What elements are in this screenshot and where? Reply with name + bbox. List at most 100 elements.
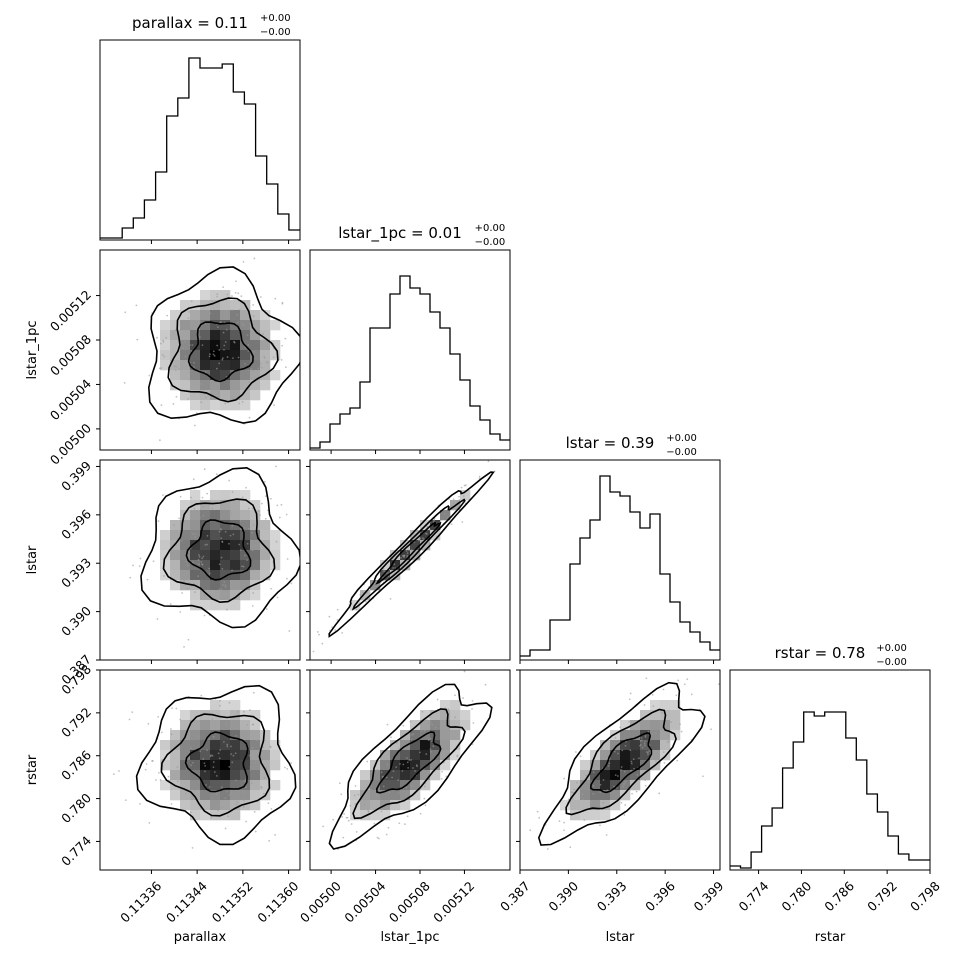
sample-point xyxy=(158,367,161,370)
density-cell xyxy=(190,330,201,341)
density-cell xyxy=(570,790,581,801)
sample-point xyxy=(250,782,253,785)
sample-point xyxy=(224,530,227,533)
density-cell xyxy=(180,320,191,331)
density-cell xyxy=(230,510,241,521)
density-cell xyxy=(180,300,191,311)
sample-point xyxy=(563,829,566,832)
sample-point xyxy=(702,775,704,778)
sample-point xyxy=(251,549,254,552)
sample-point xyxy=(347,819,350,822)
sample-point xyxy=(667,740,670,743)
density-cell xyxy=(240,590,251,601)
sample-point xyxy=(326,593,328,595)
sample-point xyxy=(585,774,588,777)
sample-point xyxy=(237,292,240,295)
density-cell xyxy=(200,500,211,511)
sample-point xyxy=(204,764,207,767)
density-cell xyxy=(160,570,171,581)
sample-point xyxy=(190,369,192,372)
sample-point xyxy=(203,614,206,617)
density-cell xyxy=(180,800,191,811)
sample-point xyxy=(203,468,206,471)
density-cell xyxy=(270,760,281,771)
sample-point xyxy=(624,804,627,806)
density-cell xyxy=(230,540,241,551)
sample-point xyxy=(252,315,255,318)
sample-point xyxy=(252,592,255,594)
sample-point xyxy=(262,746,265,749)
sample-point xyxy=(259,296,262,298)
density-cell xyxy=(630,770,641,781)
sample-point xyxy=(194,533,196,536)
density-cell xyxy=(260,780,271,791)
density-cell xyxy=(170,750,181,761)
sample-point xyxy=(228,542,230,545)
histogram-step xyxy=(520,475,720,657)
sample-point xyxy=(446,516,449,519)
density-cell xyxy=(250,310,261,321)
density-cell xyxy=(350,800,361,811)
density-cell xyxy=(230,780,241,791)
sample-point xyxy=(221,567,224,570)
x-tick-label: 0.00512 xyxy=(430,878,477,925)
sample-point xyxy=(426,525,428,528)
histogram-parallax xyxy=(99,39,301,244)
y-tick-label: 0.00512 xyxy=(47,287,94,334)
sample-point xyxy=(654,732,657,735)
density-cell xyxy=(190,540,201,551)
sample-point xyxy=(239,520,242,523)
density-cell xyxy=(260,380,271,391)
sample-point xyxy=(178,368,180,371)
sample-point xyxy=(222,740,225,743)
sample-point xyxy=(159,779,162,781)
sample-point xyxy=(375,794,378,796)
sample-point xyxy=(146,578,149,581)
sample-point xyxy=(155,779,157,781)
sample-point xyxy=(281,302,284,305)
sample-point xyxy=(385,833,388,836)
density-cell xyxy=(370,780,381,791)
density-cell xyxy=(600,790,611,801)
density-cell xyxy=(650,720,661,731)
panel-content xyxy=(312,460,496,653)
sample-point xyxy=(215,367,218,370)
density-cell xyxy=(200,710,211,721)
density-cell xyxy=(170,360,181,371)
density-cell xyxy=(230,600,241,611)
density-cell xyxy=(230,330,241,341)
density-cell xyxy=(230,500,241,511)
sample-point xyxy=(222,331,225,334)
sample-point xyxy=(237,583,240,586)
contour-line xyxy=(589,732,653,794)
scatter-panel-parallax-rstar xyxy=(96,669,301,874)
sample-point xyxy=(201,563,203,565)
sample-point xyxy=(187,398,189,400)
sample-point xyxy=(219,700,221,702)
density-cell xyxy=(210,330,221,341)
density-cell xyxy=(250,540,261,551)
density-cell xyxy=(190,520,201,531)
density-cell xyxy=(230,300,241,311)
density-cell xyxy=(410,780,421,791)
title-sup: +0.00 xyxy=(876,643,907,654)
density-cell xyxy=(220,760,231,771)
x-tick-label: 0.00508 xyxy=(386,878,433,925)
sample-point xyxy=(647,753,649,756)
sample-point xyxy=(662,688,665,691)
sample-point xyxy=(243,710,245,713)
sample-point xyxy=(251,604,254,607)
sample-point xyxy=(401,770,404,772)
density-cell xyxy=(200,730,211,741)
sample-point xyxy=(322,825,325,828)
sample-point xyxy=(428,542,431,545)
sample-point xyxy=(652,705,655,708)
density-cell xyxy=(190,370,201,381)
sample-point xyxy=(174,329,177,331)
sample-point xyxy=(235,280,237,283)
sample-point xyxy=(366,790,369,793)
density-cell xyxy=(260,730,271,741)
sample-point xyxy=(241,496,244,499)
density-cell xyxy=(160,560,171,571)
